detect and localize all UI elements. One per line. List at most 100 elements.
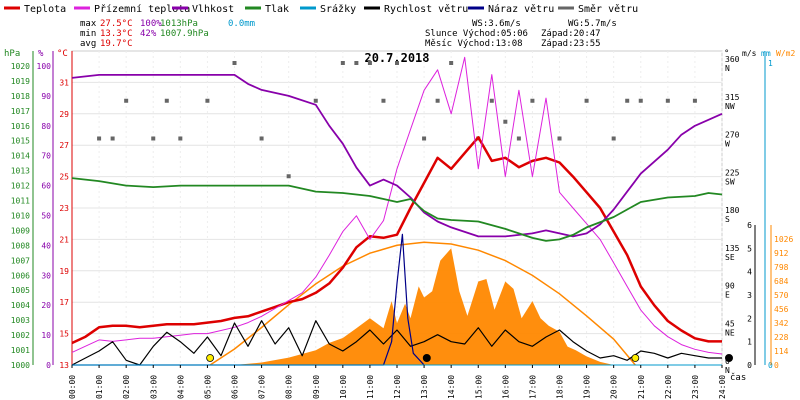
wind-direction-dot [286, 174, 291, 179]
temperature-tick-label: 29 [59, 110, 69, 119]
solar-tick-label: 570 [774, 291, 789, 300]
stats-max-rain: 0.0mm [228, 19, 255, 29]
wind-direction-dot [665, 98, 670, 103]
unit-degc: °C [57, 49, 68, 59]
x-tick-label: 04:00 [176, 375, 185, 399]
legend-label-naraz-vetru: Náraz větru [488, 3, 554, 15]
stats-max-hum: 100% [140, 19, 162, 29]
wind-tick-label: 6 [747, 221, 752, 230]
humidity-tick-label: 30 [41, 271, 51, 280]
pressure-tick-label: 1011 [11, 197, 30, 206]
x-tick-label: 20:00 [610, 375, 619, 399]
x-tick-label: 11:00 [366, 375, 375, 399]
wind-tick-label: 5 [747, 244, 752, 253]
stats-max-press: 1013hPa [160, 19, 198, 29]
x-tick-label: 10:00 [339, 375, 348, 399]
wind-direction-dot [638, 98, 643, 103]
x-tick-label: 06:00 [231, 375, 240, 399]
pressure-tick-label: 1001 [11, 346, 30, 355]
pressure-tick-label: 1020 [11, 62, 30, 71]
direction-tick-label: 225 [725, 168, 740, 177]
stats-min-press: 1007.9hPa [160, 29, 209, 39]
wind-direction-dot [584, 98, 589, 103]
pressure-tick-label: 1008 [11, 241, 30, 250]
series-line-vlhkost [71, 74, 723, 238]
axes: 1000100110021003100410051006100710081009… [11, 51, 793, 375]
info-moon: Měsíc Východ:13:08 [425, 39, 523, 49]
wind-tick-label: 0 [747, 361, 752, 370]
solar-tick-label: 912 [774, 249, 789, 258]
legend: Teplota Přízemní teplota Vlhkost Tlak Sr… [4, 3, 638, 15]
solar-tick-label: 798 [774, 263, 789, 272]
temperature-tick-label: 25 [59, 173, 69, 182]
x-tick-label: 17:00 [528, 375, 537, 399]
unit-deg: ° [724, 49, 729, 59]
x-tick-label: 18:00 [556, 375, 565, 399]
wind-direction-dot [489, 98, 494, 103]
solar-tick-label: 114 [774, 347, 789, 356]
solar-tick-label: 1026 [774, 235, 793, 244]
solar-tick-label: 342 [774, 319, 789, 328]
series-line-tlak [71, 177, 723, 242]
stats-min-hum: 42% [140, 29, 157, 39]
x-tick-label: 19:00 [583, 375, 592, 399]
pressure-tick-label: 1005 [11, 286, 30, 295]
stats-block: max 27.5°C 100% 1013hPa 0.0mm min 13.3°C… [80, 19, 255, 49]
x-axis-ticks: 00:00 01:00 02:00 03:00 04:00 05:00 06:00 07:00… [68, 365, 727, 399]
sunset-marker [631, 354, 640, 362]
legend-label-prizemni-teplota: Přízemní teplota [94, 3, 190, 15]
pressure-tick-label: 1007 [11, 256, 30, 265]
humidity-tick-label: 70 [41, 152, 51, 161]
temperature-tick-label: 23 [59, 204, 69, 213]
stats-avg-label: avg [80, 39, 96, 49]
humidity-tick-label: 0 [46, 361, 51, 370]
stats-max-label: max [80, 19, 97, 29]
pressure-tick-label: 1002 [11, 331, 30, 340]
direction-tick-label: 270 [725, 131, 740, 140]
legend-label-tlak: Tlak [265, 4, 289, 15]
wind-direction-dot [422, 136, 427, 141]
legend-label-vlhkost: Vlhkost [192, 4, 234, 15]
direction-tick-label: S [725, 215, 730, 224]
x-tick-label: 15:00 [474, 375, 483, 399]
direction-tick-label: 360 [725, 55, 740, 64]
temperature-tick-label: 21 [59, 235, 69, 244]
x-tick-label: 12:00 [393, 375, 402, 399]
wind-tick-label: 4 [747, 268, 752, 277]
x-tick-label: 23:00 [691, 375, 700, 399]
x-tick-label: 13:00 [420, 375, 429, 399]
direction-tick-label: 45 [725, 319, 735, 328]
marker-layer [206, 354, 733, 362]
wind-tick-label: 2 [747, 314, 752, 323]
moonrise-marker [422, 354, 431, 362]
unit-pct: % [38, 49, 44, 59]
pressure-tick-label: 1010 [11, 211, 30, 220]
legend-label-teplota: Teplota [24, 4, 66, 15]
wind-direction-dot [435, 98, 440, 103]
series-line-prizemni-teplota [71, 56, 723, 355]
rain-tick-label: 1 [768, 59, 773, 68]
temperature-tick-label: 27 [59, 141, 69, 150]
wind-direction-dot [557, 136, 562, 141]
sunrise-marker [206, 354, 215, 362]
x-tick-label: 08:00 [285, 375, 294, 399]
x-tick-label: 09:00 [312, 375, 321, 399]
solar-measured-area [72, 248, 722, 365]
direction-tick-label: NE [725, 328, 735, 337]
series-line-naraz-vetru [72, 233, 425, 366]
x-tick-label: 03:00 [149, 375, 158, 399]
wind-direction-layer [97, 61, 697, 179]
stats-max-temp: 27.5°C [100, 19, 133, 29]
pressure-tick-label: 1013 [11, 167, 30, 176]
wind-direction-dot [611, 136, 616, 141]
solar-layer [72, 241, 722, 366]
wind-direction-dot [97, 136, 102, 141]
temperature-tick-label: 19 [59, 267, 69, 276]
pressure-tick-label: 1012 [11, 182, 30, 191]
unit-ms: m/s [742, 49, 757, 58]
stats-avg-temp: 19.7°C [100, 39, 133, 49]
humidity-tick-label: 80 [41, 122, 51, 131]
solar-tick-label: 456 [774, 305, 789, 314]
wind-direction-dot [164, 98, 169, 103]
